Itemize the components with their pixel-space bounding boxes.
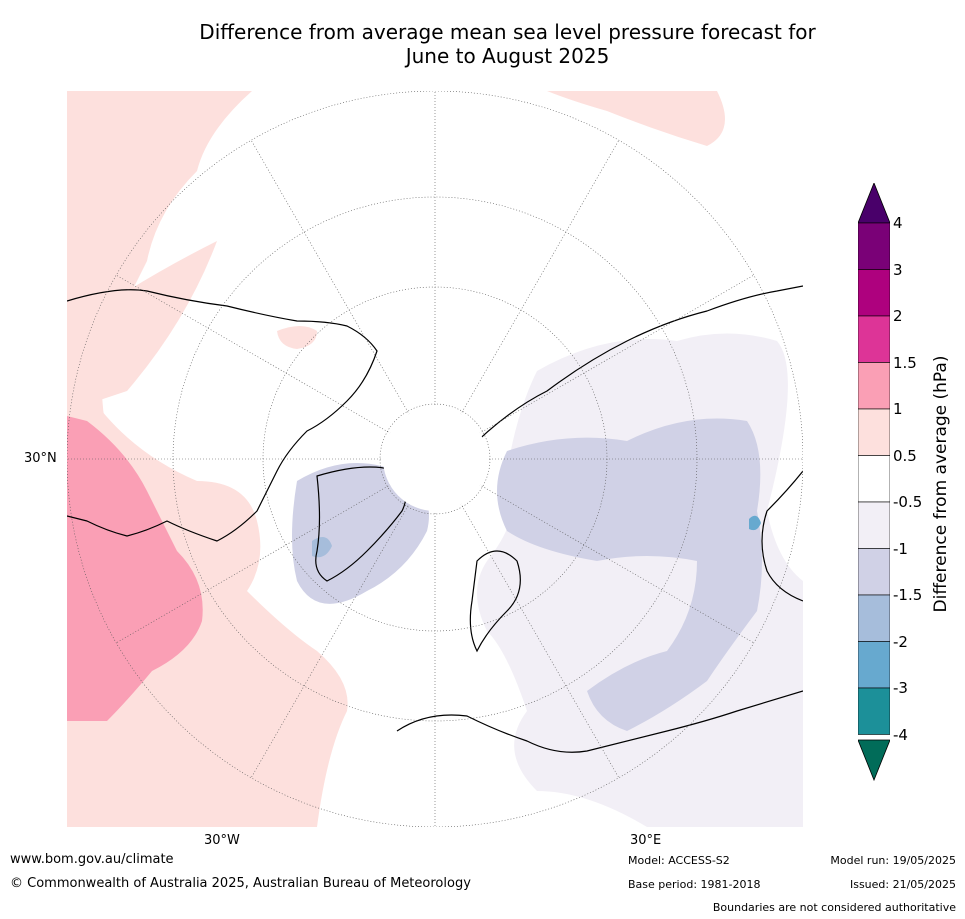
pole-mask [383,407,487,511]
meridian-60w [115,458,436,644]
colorbar-bin [858,269,890,317]
colorbar-bin [858,641,890,689]
strong-positive-anomaly [67,416,203,721]
coastline-europe-south [396,690,803,753]
colorbar-bin [858,222,890,270]
meridian-150w [250,139,436,460]
colorbar-tick-label: -1.5 [893,586,923,604]
coastline-scandinavia [469,550,521,653]
footer-url[interactable]: www.bom.gov.au/climate [10,852,174,867]
latitude-label-30n: 30°N [24,451,57,466]
colorbar-bin [858,408,890,456]
positive-anomaly-north-pacific [67,241,217,411]
negative-anomaly-greenland [292,463,429,604]
longitude-label-30e: 30°E [630,833,662,848]
colorbar-bin [858,362,890,410]
colorbar-tick-label: 1.5 [893,353,917,372]
colorbar-tick-label: 3 [893,260,903,279]
colorbar-tick-label: -3 [893,679,908,697]
meridian-150e [434,139,620,460]
positive-anomaly-north-atlantic [547,91,725,146]
colorbar-tick-label: -0.5 [893,493,923,511]
colorbar-tick-label: 1 [893,400,903,418]
anomaly-shading [67,91,803,827]
meridian-120w [115,274,436,460]
colorbar-bin [858,687,890,735]
meridian-30w [250,458,436,779]
footer-disclaimer: Boundaries are not considered authoritat… [712,901,956,914]
meridian-60e [434,458,755,644]
coastlines [67,285,803,753]
footer-model: Model: ACCESS-S2 [628,854,730,867]
colorbar-bin [858,548,890,596]
colorbar-tick-label: 0.5 [893,446,917,465]
forecast-map [67,91,803,827]
map-title: Difference from average mean sea level p… [150,20,865,68]
colorbar-bin [858,501,890,549]
colorbar-under-extension [858,739,890,782]
graticule [67,91,803,827]
positive-anomaly-pacific [67,91,252,431]
title-line-2: June to August 2025 [405,44,610,68]
colorbar-tick-label: 2 [893,307,903,325]
colorbar-title: Difference from average (hPa) [931,355,951,613]
negative-anomaly-east-asia [749,515,761,531]
colorbar-tick-label: -2 [893,632,908,651]
coastline-eurasia-arctic [466,285,803,452]
longitude-label-30w: 30°W [204,833,240,848]
colorbar-tick-label: -4 [893,725,908,744]
colorbar [858,183,890,782]
colorbar-tick-label: 4 [893,214,903,232]
colorbar-over-extension [858,183,890,224]
meridian-30e [434,458,620,779]
colorbar-bin [858,315,890,363]
colorbar-bin [858,455,890,503]
colorbar-bin [858,594,890,642]
colorbar-tick-label: -1 [893,539,908,558]
negative-anomaly-siberia [497,418,762,731]
footer-base-period: Base period: 1981-2018 [628,878,761,891]
title-line-1: Difference from average mean sea level p… [199,20,816,44]
footer-copyright: © Commonwealth of Australia 2025, Austra… [10,876,471,891]
coastline-asia-east [761,470,803,602]
footer-issued: Issued: 21/05/2025 [849,878,956,891]
coastline-north-america [67,289,378,542]
meridian-120e [434,274,755,460]
positive-anomaly-bering [277,326,317,349]
footer-model-run: Model run: 19/05/2025 [830,854,956,867]
